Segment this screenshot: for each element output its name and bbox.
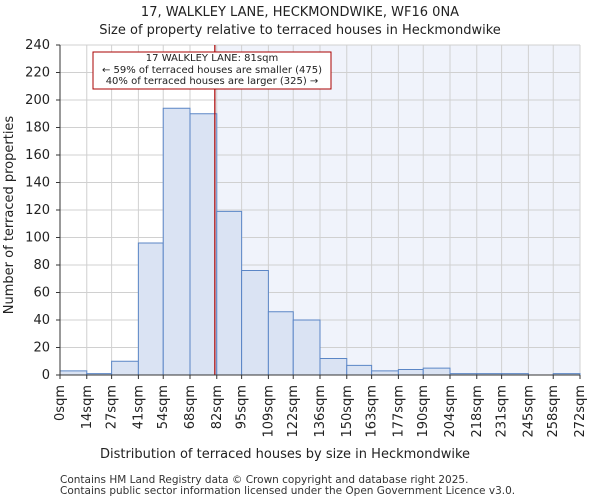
x-tick-label: 150sqm (340, 385, 355, 438)
x-tick-label: 258sqm (546, 385, 561, 438)
x-tick-label: 27sqm (105, 385, 120, 429)
plot-area: 0 20 40 60 80 100 120 140 160 180 200 220 240 0sqm 14s… (25, 38, 588, 438)
x-tick-label: 95sqm (235, 385, 250, 429)
chart-title: 17, WALKLEY LANE, HECKMONDWIKE, WF16 0NA (141, 5, 459, 20)
x-tick-label: 0sqm (53, 385, 68, 421)
histogram-bar (189, 113, 218, 376)
y-tick-label: 0 (42, 368, 50, 383)
y-tick-label: 160 (25, 148, 50, 163)
histogram-bar (216, 210, 243, 376)
x-tick-label: 231sqm (495, 385, 510, 438)
footer-line-2: Contains public sector information licen… (60, 485, 515, 497)
x-tick-label: 272sqm (573, 385, 588, 438)
y-tick-label: 40 (33, 313, 50, 328)
y-tick-label: 240 (25, 38, 50, 53)
y-axis-label: Number of terraced properties (2, 116, 17, 315)
annotation-line-1: 17 WALKLEY LANE: 81sqm (146, 53, 278, 64)
x-tick-label: 245sqm (521, 385, 536, 438)
y-tick-label: 140 (25, 176, 50, 191)
x-tick-label: 204sqm (443, 385, 458, 438)
y-tick-label: 220 (25, 66, 50, 81)
x-tick-label: 136sqm (313, 385, 328, 438)
footer-line-1: Contains HM Land Registry data © Crown c… (60, 474, 468, 486)
histogram-bar (397, 369, 424, 376)
x-tick-label: 68sqm (183, 385, 198, 429)
histogram-bar (162, 107, 191, 376)
annotation-border (92, 51, 332, 90)
y-tick-label: 180 (25, 121, 50, 136)
y-tick-label: 120 (25, 203, 50, 218)
annotation-line-2: ← 59% of terraced houses are smaller (47… (102, 65, 322, 76)
x-tick-label: 122sqm (286, 385, 301, 438)
x-tick-label: 190sqm (416, 385, 431, 438)
chart-subtitle: Size of property relative to terraced ho… (99, 23, 501, 38)
x-tick-label: 218sqm (470, 385, 485, 438)
x-tick-label: 163sqm (365, 385, 380, 438)
annotation-line-3: 40% of terraced houses are larger (325) … (106, 76, 319, 87)
histogram-bar (292, 319, 321, 376)
histogram-bar (59, 370, 88, 376)
histogram-bar (422, 367, 451, 376)
y-tick-label: 80 (33, 258, 50, 273)
y-tick-label: 20 (33, 341, 50, 356)
y-tick-label: 200 (25, 93, 50, 108)
x-tick-label: 82sqm (210, 385, 225, 429)
histogram-bar (137, 242, 164, 376)
y-tick-label: 60 (33, 286, 50, 301)
histogram-bar (371, 370, 399, 376)
histogram-bar (241, 270, 269, 376)
x-tick-label: 54sqm (156, 385, 171, 429)
x-tick-label: 41sqm (131, 385, 146, 429)
histogram-bar (267, 311, 294, 376)
histogram-bar (346, 364, 373, 376)
y-tick-label: 100 (25, 231, 50, 246)
annotation-box: 17 WALKLEY LANE: 81sqm ← 59% of terraced… (92, 51, 332, 90)
x-axis-label: Distribution of terraced houses by size … (100, 447, 470, 462)
x-tick-label: 177sqm (391, 385, 406, 438)
histogram-bar (111, 360, 139, 376)
x-tick-label: 14sqm (80, 385, 95, 429)
histogram-bar (319, 358, 348, 376)
x-tick-label: 109sqm (261, 385, 276, 438)
